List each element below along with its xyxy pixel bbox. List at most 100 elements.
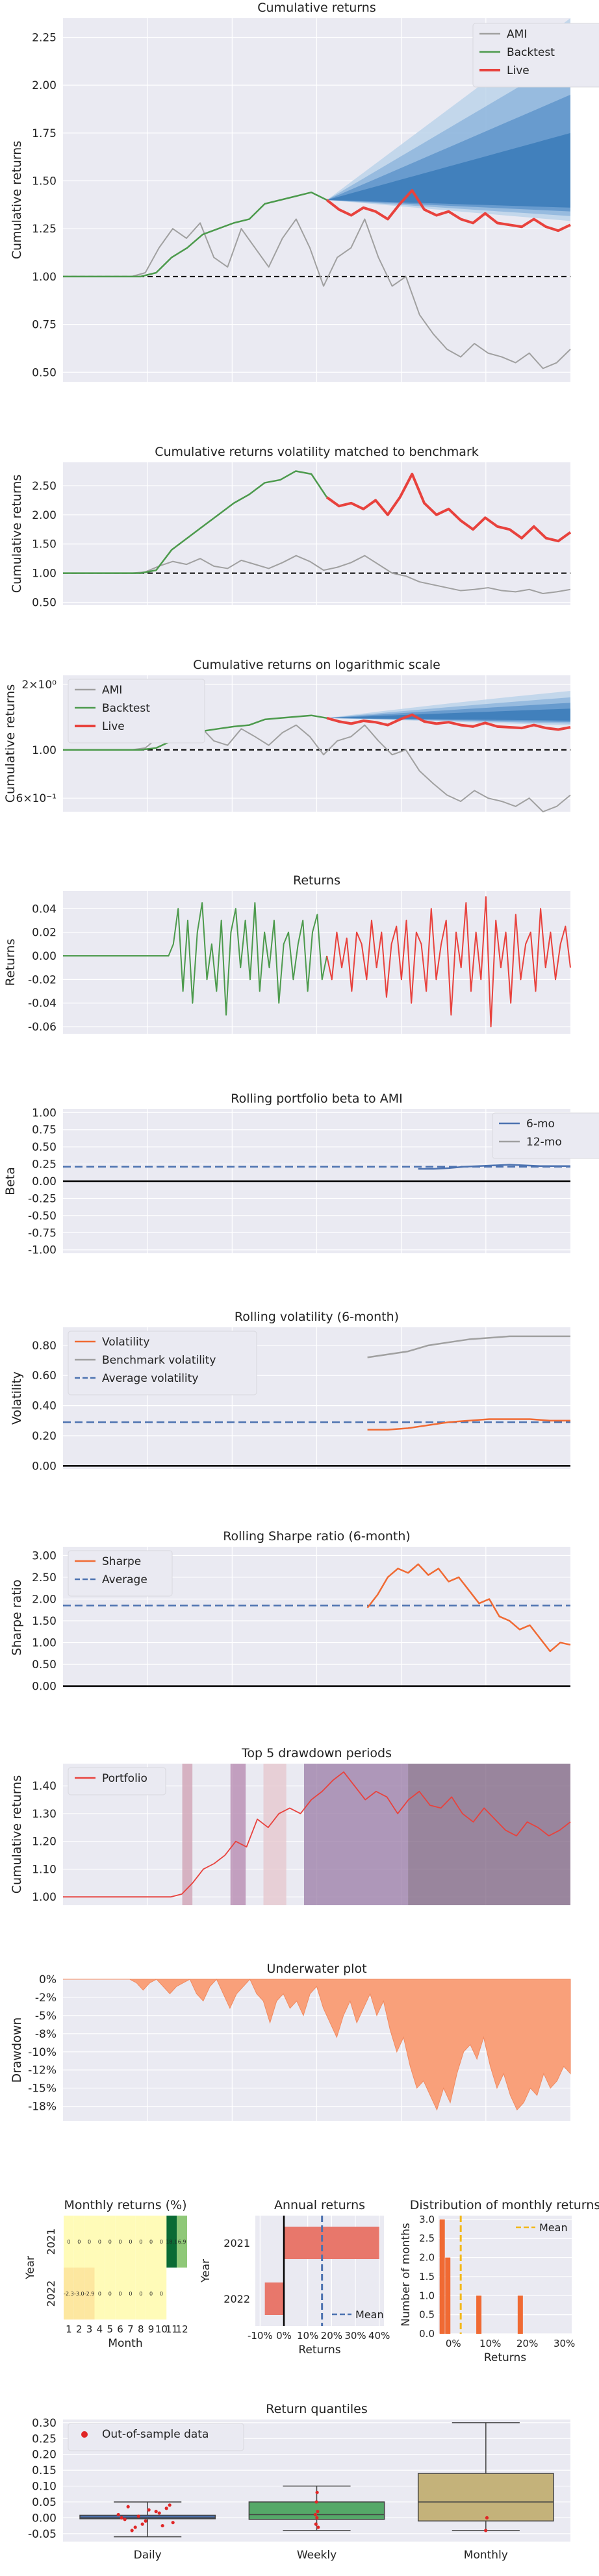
series-backtest-line bbox=[63, 902, 328, 1016]
out-of-sample-point bbox=[157, 2511, 161, 2515]
heatmap-cell bbox=[135, 2268, 146, 2320]
heatmap-col-label: 10 bbox=[155, 2323, 168, 2335]
legend-label: Live bbox=[507, 64, 529, 77]
x-tick-label: 40% bbox=[368, 2330, 390, 2342]
x-tick-label: Daily bbox=[134, 2549, 162, 2562]
box-body bbox=[417, 2473, 554, 2522]
y-tick-label: 1.75 bbox=[32, 127, 57, 140]
heatmap-cell-label: 0 bbox=[77, 2239, 81, 2245]
heatmap-cell bbox=[84, 2268, 95, 2320]
legend-label: AMI bbox=[102, 684, 122, 697]
series-live-line bbox=[325, 189, 571, 232]
y-tick-label: -10% bbox=[28, 2046, 57, 2059]
heatmap-col-label: 1 bbox=[66, 2323, 72, 2335]
drawdown-span bbox=[408, 1764, 570, 1905]
heatmap-cell-label: 0 bbox=[129, 2291, 132, 2297]
y-tick-label: -0.02 bbox=[28, 973, 57, 986]
heatmap-cell-label: 0 bbox=[160, 2239, 163, 2245]
chart-underwater: Underwater plot Drawdown 0% -2% -5% -8% -10% -1… bbox=[10, 1962, 571, 2121]
legend-label: Sharpe bbox=[102, 1555, 141, 1568]
legend-label: Backtest bbox=[507, 46, 555, 59]
y-tick-label: 0.50 bbox=[32, 1141, 57, 1154]
heatmap-cell-label: 0 bbox=[129, 2239, 132, 2245]
x-tick-label: 10% bbox=[479, 2338, 501, 2349]
y-tick-label: -18% bbox=[28, 2101, 57, 2114]
legend-label: AMI bbox=[507, 28, 527, 41]
chart-title: Distribution of monthly returns bbox=[410, 2198, 599, 2212]
x-tick-label: 0% bbox=[276, 2330, 292, 2342]
chart-rolling-beta: Rolling portfolio beta to AMI Beta 1.00 0.7… bbox=[3, 1092, 599, 1257]
out-of-sample-point bbox=[130, 2529, 134, 2532]
y-tick-label: 2.00 bbox=[32, 1593, 57, 1606]
heatmap-cell-label: -3.0 bbox=[74, 2291, 84, 2297]
y-tick-label: 0% bbox=[39, 1973, 57, 1986]
underwater-area bbox=[63, 1979, 571, 2111]
out-of-sample-point bbox=[484, 2529, 488, 2532]
series-backtest-line bbox=[63, 470, 328, 574]
heatmap-cell-label: 0 bbox=[88, 2239, 91, 2245]
y-tick-label: 2021 bbox=[223, 2237, 250, 2249]
series-backtest-line bbox=[63, 191, 327, 278]
heatmap-cell bbox=[146, 2268, 157, 2320]
heatmap-col-label: 7 bbox=[127, 2323, 134, 2335]
y-tick-label: 0.0 bbox=[419, 2328, 435, 2340]
x-tick-label: 0% bbox=[446, 2338, 461, 2349]
legend-label: 12-mo bbox=[526, 1136, 562, 1149]
legend-label: Mean bbox=[539, 2221, 568, 2234]
drawdown-span bbox=[230, 1764, 246, 1905]
y-tick-label: 0.60 bbox=[32, 1369, 57, 1382]
heatmap-row-label: 2022 bbox=[45, 2281, 57, 2307]
series-benchmark-line bbox=[63, 555, 571, 595]
heatmap-col-label: 5 bbox=[107, 2323, 113, 2335]
chart-vol-matched-returns: Cumulative returns volatility matched to… bbox=[10, 445, 572, 610]
x-tick-label: -10% bbox=[248, 2330, 273, 2342]
y-tick-label: 2×10⁰ bbox=[21, 679, 57, 692]
heatmap-cell bbox=[64, 2268, 74, 2320]
heatmap-cell-label: 0 bbox=[119, 2291, 122, 2297]
heatmap-cell-label: -2.3 bbox=[64, 2291, 74, 2297]
out-of-sample-point bbox=[314, 2522, 318, 2526]
y-axis-label: Year bbox=[199, 2259, 212, 2283]
histogram-bar bbox=[476, 2295, 482, 2334]
heatmap-cell-label: 0 bbox=[119, 2239, 122, 2245]
x-tick-label: Monthly bbox=[464, 2549, 508, 2562]
y-tick-label: -0.05 bbox=[28, 2528, 57, 2541]
chart-title: Rolling volatility (6-month) bbox=[235, 1310, 399, 1324]
heatmap-cell bbox=[64, 2216, 74, 2268]
y-axis-label: Returns bbox=[3, 939, 18, 986]
y-axis-label: Number of months bbox=[400, 2223, 413, 2327]
y-tick-label: 0.00 bbox=[32, 1175, 57, 1188]
y-tick-label: -8% bbox=[35, 2028, 57, 2041]
heatmap-col-label: 2 bbox=[76, 2323, 83, 2335]
chart-top-drawdowns: Top 5 drawdown periods Cumulative returns… bbox=[10, 1746, 571, 1905]
series-benchmark-line bbox=[63, 724, 571, 812]
y-tick-label: 1.10 bbox=[32, 1863, 57, 1876]
legend-box bbox=[492, 1112, 599, 1159]
y-axis-label: Cumulative returns bbox=[10, 475, 24, 593]
chart-rolling-sharpe: Rolling Sharpe ratio (6-month) Sharpe rat… bbox=[10, 1529, 571, 1694]
y-tick-label: -0.25 bbox=[28, 1192, 57, 1205]
heatmap-cell bbox=[177, 2268, 187, 2320]
y-tick-label: -0.75 bbox=[28, 1227, 57, 1240]
y-tick-label: 2.25 bbox=[32, 31, 57, 44]
out-of-sample-point bbox=[126, 2505, 130, 2508]
x-axis-label: Returns bbox=[484, 2351, 526, 2364]
heatmap-cell-label: -2.9 bbox=[84, 2291, 95, 2297]
y-tick-label: 0.50 bbox=[32, 1658, 57, 1671]
out-of-sample-point bbox=[316, 2525, 320, 2529]
chart-title: Cumulative returns volatility matched to… bbox=[155, 445, 479, 459]
x-axis-label: Returns bbox=[298, 2344, 340, 2357]
y-tick-label: 0.00 bbox=[32, 1681, 57, 1694]
y-axis-label: Drawdown bbox=[10, 2018, 24, 2083]
y-tick-label: 2.50 bbox=[32, 1571, 57, 1584]
heatmap-cell bbox=[177, 2216, 187, 2268]
legend-box bbox=[68, 2423, 244, 2451]
y-tick-label: 1.00 bbox=[32, 1891, 57, 1904]
series-live-line bbox=[325, 472, 572, 543]
y-tick-label: 1.00 bbox=[32, 744, 57, 757]
y-axis-label: Beta bbox=[3, 1167, 18, 1195]
y-tick-label: 1.00 bbox=[32, 1637, 57, 1650]
y-tick-label: 0.5 bbox=[419, 2309, 435, 2321]
y-axis-label: Cumulative returns bbox=[10, 1775, 24, 1894]
